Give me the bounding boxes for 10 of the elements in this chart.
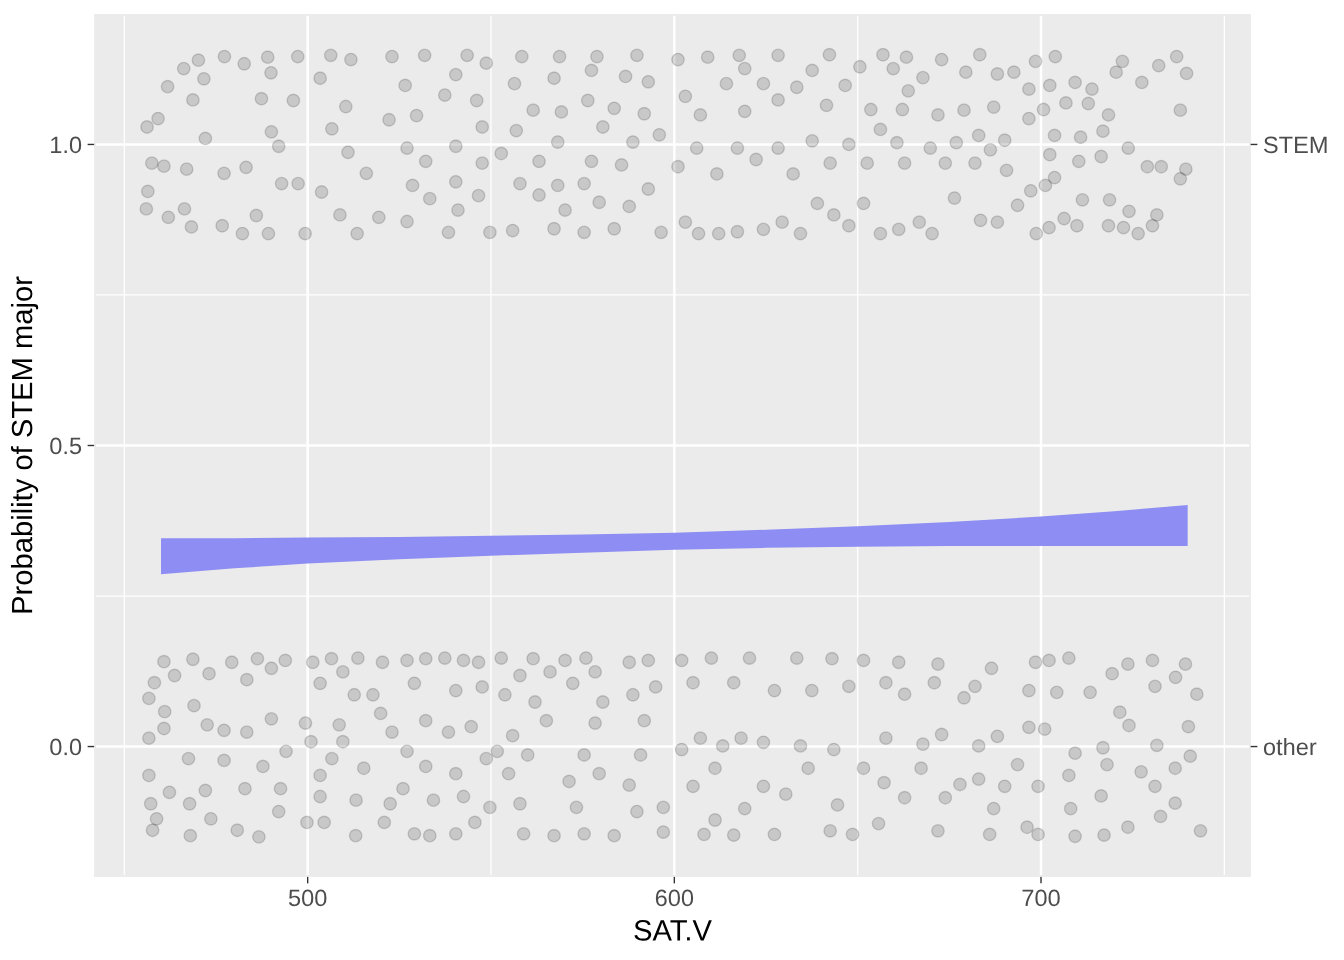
category-label: STEM	[1263, 136, 1327, 154]
y-axis-title: Probability of STEM major	[10, 276, 39, 613]
y-tick-label: 0.0	[50, 738, 82, 756]
category-label: other	[1263, 737, 1317, 756]
x-tick-label: 700	[1022, 889, 1060, 907]
x-tick-label: 500	[288, 889, 327, 907]
y-tick-label: 0.5	[50, 437, 82, 455]
y-tick-label: 1.0	[51, 136, 82, 154]
x-axis-title: SAT.V	[634, 920, 712, 941]
x-tick-label: 600	[655, 889, 694, 907]
